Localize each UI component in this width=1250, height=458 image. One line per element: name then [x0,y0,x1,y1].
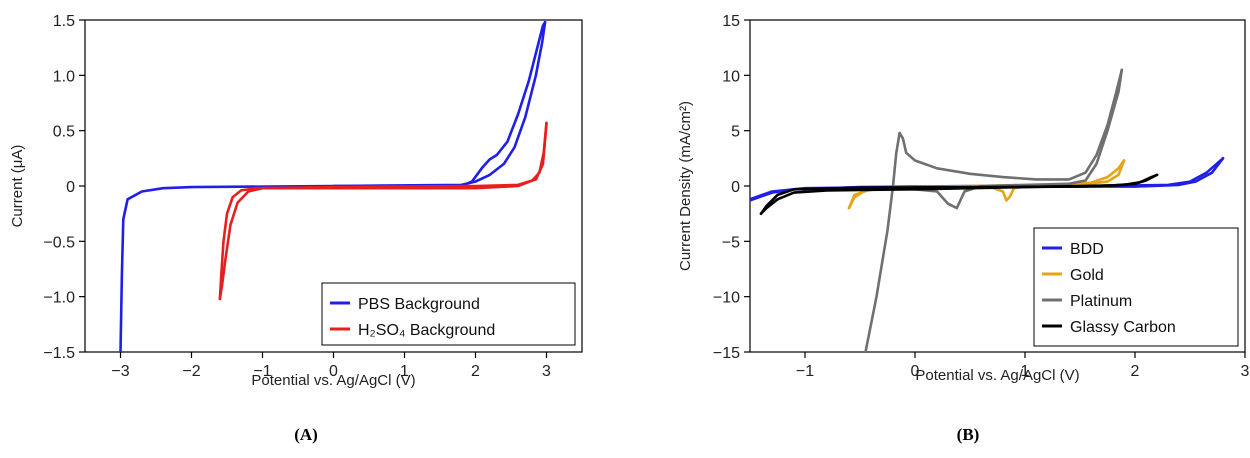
legend-label: PBS Background [358,296,480,313]
series-line-bdd-1 [750,157,1225,202]
x-axis-label: Potential vs. Ag/AgCl (V) [251,372,415,389]
legend-label: Glassy Carbon [1070,319,1176,336]
panel-caption: (A) [294,425,318,444]
series-line-glassy-carbon-2 [759,173,1159,215]
x-tick-label: 3 [1241,363,1250,380]
y-tick-label: 0 [731,179,740,196]
legend-box [321,282,576,346]
legend: BDD Gold Platinum Glassy Carbon [1033,227,1239,347]
x-tick-label: 3 [542,363,551,380]
legend: PBS Background H₂SO₄ Background [321,282,576,346]
y-tick-label: −5 [722,234,740,251]
y-tick-label: −1.0 [43,290,75,307]
legend-box [1033,227,1239,347]
y-tick-label: 10 [722,68,740,85]
series-line-platinum-2 [886,68,1124,210]
y-tick-label: 0 [66,179,75,196]
x-tick-label: −3 [111,363,129,380]
y-tick-label: −15 [713,345,740,362]
x-tick-label: −1 [796,363,814,380]
y-axis-label: Current (μA) [9,145,26,228]
series-line-h-so-background-1 [218,121,548,301]
y-axis-label: Current Density (mA/cm²) [677,101,694,271]
legend-label: Platinum [1070,293,1132,310]
chart-panel-1: −3 −2 −1 0 1 2 3 −1.5 −1.0 −0.5 0 0.5 1.0 1.5 Potentia… [9,13,583,444]
x-tick-label: 1 [400,363,409,380]
x-tick-label: 1 [1021,363,1030,380]
y-tick-label: 5 [731,124,740,141]
y-tick-label: −10 [713,290,740,307]
y-tick-label: 0.5 [53,124,75,141]
legend-label: H₂SO₄ Background [358,322,495,339]
y-tick-label: 1.0 [53,68,75,85]
x-tick-label: 0 [329,363,338,380]
x-tick-label: 2 [1131,363,1140,380]
y-tick-label: −1.5 [43,345,75,362]
x-tick-label: −1 [253,363,271,380]
y-tick-label: −0.5 [43,234,75,251]
series-line-h-so-background-2 [218,121,548,301]
x-tick-label: 0 [911,363,920,380]
y-tick-label: 1.5 [53,13,75,30]
x-tick-label: −2 [182,363,200,380]
y-tick-label: 15 [722,13,740,30]
x-tick-label: 2 [471,363,480,380]
panel-caption: (B) [957,425,980,444]
x-axis-label: Potential vs. Ag/AgCl (V) [915,367,1079,384]
series-line-pbs-background-2 [332,20,547,188]
legend-label: Gold [1070,267,1104,284]
legend-label: BDD [1070,241,1104,258]
series-line-platinum-1 [864,68,1124,352]
